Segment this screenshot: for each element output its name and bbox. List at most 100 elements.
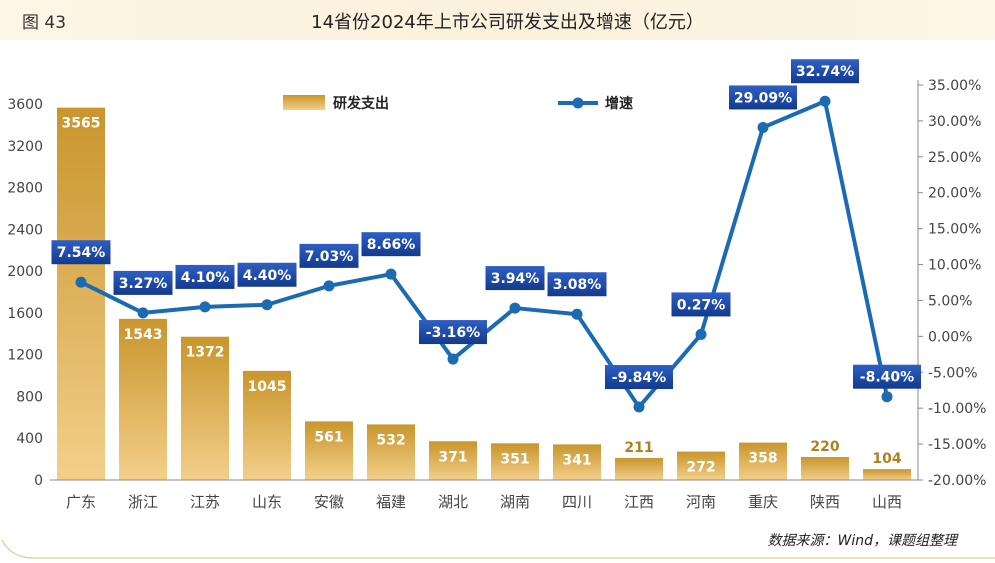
bar-data-label: 358 <box>748 451 777 467</box>
growth-label-box <box>51 240 111 265</box>
growth-label-text: -3.16% <box>426 325 480 341</box>
x-tick-label: 陕西 <box>810 493 840 511</box>
y-right-tick-label: -20.00% <box>928 473 986 489</box>
growth-label-text: -9.84% <box>612 370 666 386</box>
y-left-tick-label: 400 <box>16 431 43 447</box>
growth-data-label: 3.27% <box>113 270 173 295</box>
growth-label-box <box>175 264 235 289</box>
growth-data-label: 3.08% <box>547 272 607 297</box>
growth-point <box>323 280 335 292</box>
y-right-tick-label: 15.00% <box>928 222 981 238</box>
growth-data-label: 4.40% <box>237 262 297 287</box>
bar <box>181 336 229 480</box>
bar-data-label: 1543 <box>124 327 163 343</box>
bar <box>57 107 105 481</box>
growth-label-text: 3.94% <box>491 271 540 287</box>
growth-label-text: 32.74% <box>796 64 854 80</box>
y-left-tick-label: 1200 <box>7 348 43 364</box>
growth-point <box>571 308 583 320</box>
legend: 研发支出 增速 <box>283 95 633 112</box>
x-tick-label: 江苏 <box>190 493 220 511</box>
x-tick-label: 江西 <box>624 493 654 511</box>
legend-line-label: 增速 <box>605 95 633 112</box>
x-tick-label: 山西 <box>872 493 902 511</box>
growth-label-text: 29.09% <box>734 90 792 106</box>
x-tick-label: 山东 <box>252 493 282 511</box>
y-right-tick-label: -15.00% <box>928 437 986 453</box>
bar-data-label: 561 <box>314 429 343 445</box>
y-left-tick-label: 2000 <box>7 264 43 280</box>
y-left-tick-label: 2400 <box>7 222 43 238</box>
bar <box>739 442 787 480</box>
bar-data-label: 211 <box>624 440 653 456</box>
growth-label-text: 7.54% <box>57 245 106 261</box>
y-right-tick-label: -5.00% <box>928 365 978 381</box>
growth-data-label: 8.66% <box>361 232 421 257</box>
bar-data-label: 371 <box>438 449 467 465</box>
axes: 0 400 800 1200 1600 2000 2400 2800 3200 3600 -20.0… <box>7 78 986 511</box>
bar <box>615 457 663 480</box>
growth-data-label: -9.84% <box>605 365 673 390</box>
growth-point <box>261 299 273 311</box>
growth-label-text: 0.27% <box>677 297 726 313</box>
bar <box>367 424 415 480</box>
y-right-tick-label: 30.00% <box>928 114 981 130</box>
growth-point <box>819 95 831 107</box>
growth-label-box <box>853 364 921 389</box>
y-right-tick-label: 0.00% <box>928 329 972 345</box>
bar <box>429 441 477 480</box>
y-left-tick-label: 800 <box>16 389 43 405</box>
x-tick-label: 四川 <box>562 493 592 511</box>
growth-data-label: 7.54% <box>51 240 111 265</box>
legend-bar-swatch <box>283 95 325 110</box>
growth-data-label: -3.16% <box>419 320 487 345</box>
growth-point <box>757 121 769 133</box>
x-tick-label: 浙江 <box>128 493 158 511</box>
x-tick-label: 河南 <box>686 493 716 511</box>
y-right-tick-label: 20.00% <box>928 186 981 202</box>
y-left-tick-label: 2800 <box>7 181 43 197</box>
growth-label-box <box>361 232 421 257</box>
growth-point <box>199 301 211 313</box>
y-right-tick-label: -10.00% <box>928 401 986 417</box>
header-bar: 图 43 14省份2024年上市公司研发支出及增速（亿元） <box>0 0 995 40</box>
growth-data-label: 4.10% <box>175 264 235 289</box>
growth-label-box <box>299 243 359 268</box>
growth-label-text: 4.40% <box>243 268 292 284</box>
growth-point <box>633 401 645 413</box>
growth-point <box>447 353 459 365</box>
growth-data-label: 32.74% <box>791 59 859 84</box>
growth-point <box>137 307 149 319</box>
growth-label-box <box>605 365 673 390</box>
y-left-tick-label: 3600 <box>7 97 43 113</box>
growth-label-box <box>791 59 859 84</box>
growth-label-text: 7.03% <box>305 249 354 265</box>
x-tick-label: 安徽 <box>314 493 344 511</box>
bar-data-label: 341 <box>562 452 591 468</box>
bar-series: 3565 1543 1372 1045 561 532 371 351 341 211 272 358… <box>57 107 911 481</box>
bar <box>243 370 291 480</box>
y-left-tick-label: 3200 <box>7 139 43 155</box>
growth-data-label: -8.40% <box>853 364 921 389</box>
growth-point <box>695 328 707 340</box>
bar <box>553 444 601 480</box>
bar <box>677 451 725 480</box>
growth-data-label: 3.94% <box>485 266 545 291</box>
growth-label-box <box>419 320 487 345</box>
growth-label-box <box>671 292 731 317</box>
growth-label-text: 8.66% <box>367 237 416 253</box>
bar-data-label: 104 <box>872 451 901 467</box>
growth-point <box>385 268 397 280</box>
growth-point <box>75 276 87 288</box>
y-right-tick-label: 25.00% <box>928 150 981 166</box>
y-right-tick-label: 35.00% <box>928 78 981 94</box>
legend-bar-label: 研发支出 <box>333 95 389 112</box>
bar-data-label: 272 <box>686 460 715 476</box>
x-tick-label: 湖北 <box>438 493 468 511</box>
x-tick-label: 广东 <box>66 493 96 511</box>
x-tick-label: 湖南 <box>500 493 530 511</box>
x-tick-label: 重庆 <box>748 493 778 511</box>
growth-data-label: 0.27% <box>671 292 731 317</box>
growth-label-text: 3.08% <box>553 277 602 293</box>
